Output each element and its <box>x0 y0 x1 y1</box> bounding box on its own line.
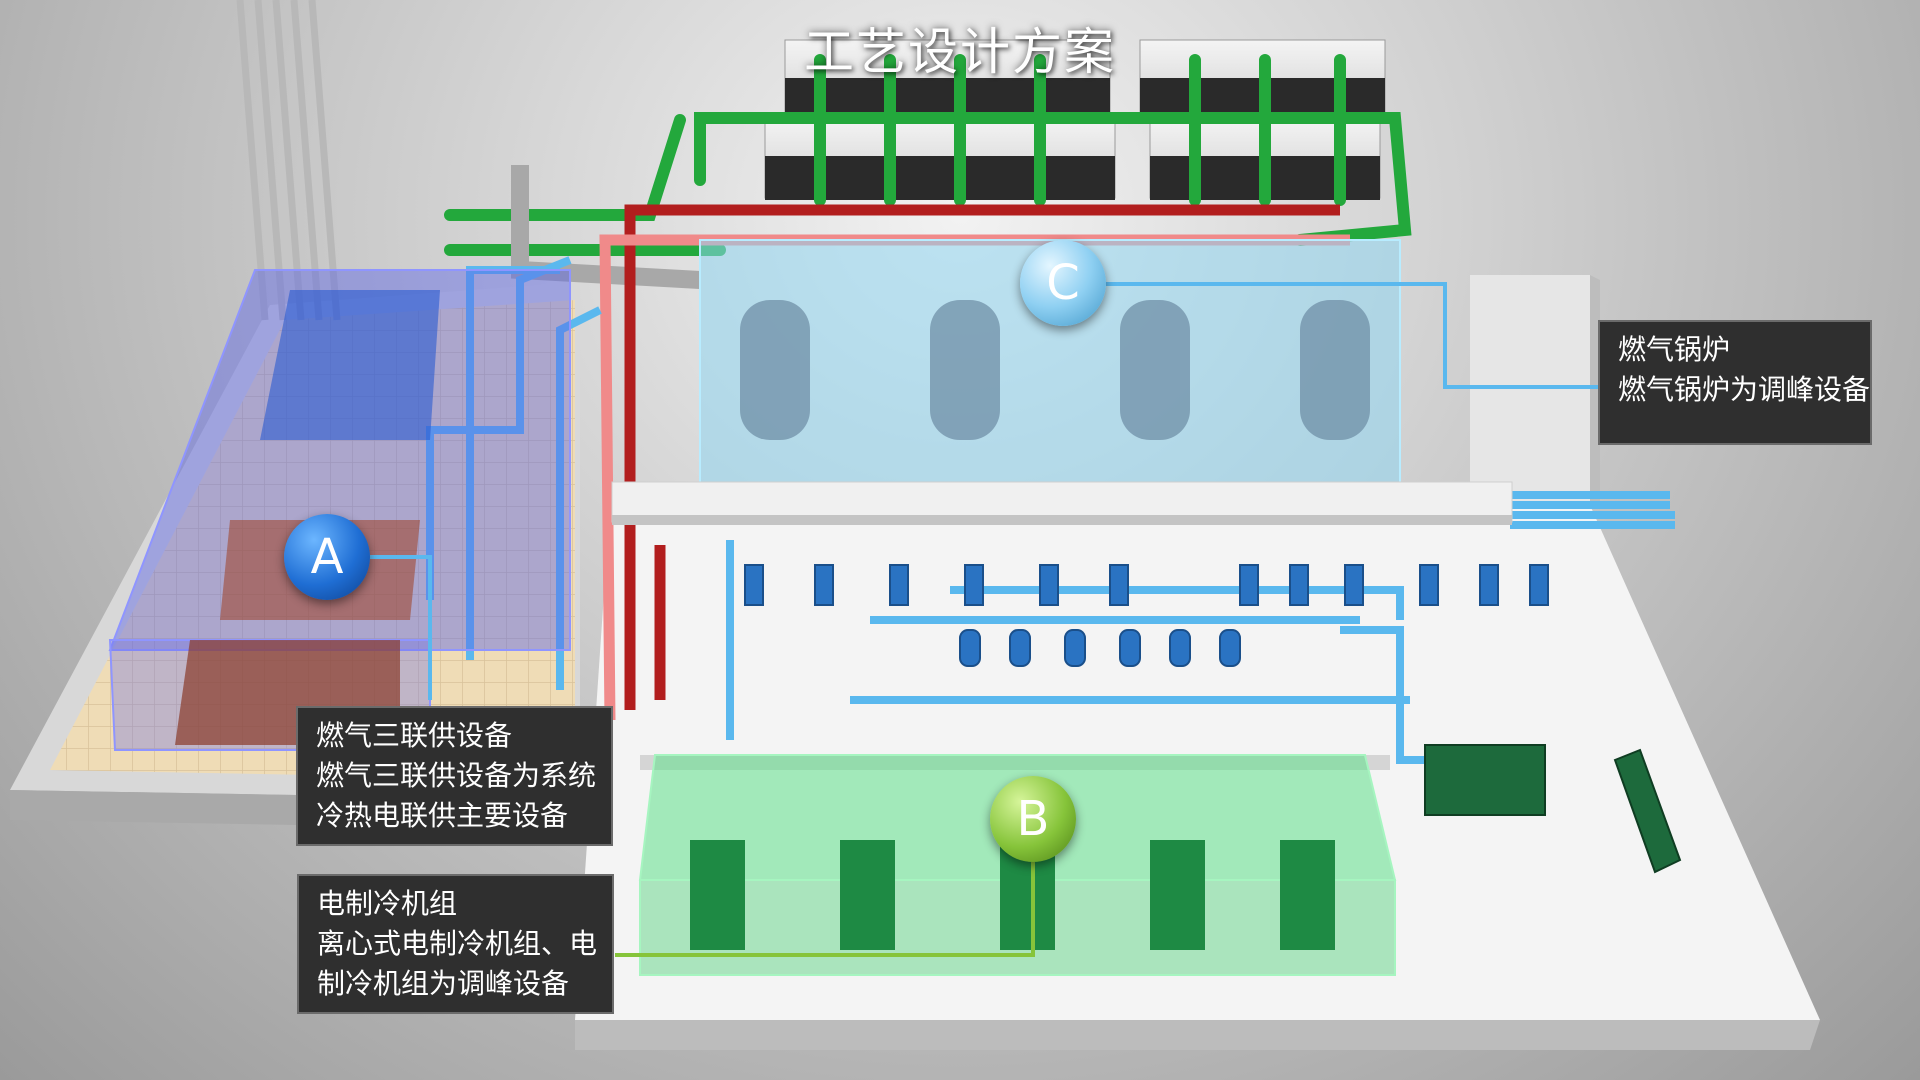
callout-cchp: 燃气三联供设备 燃气三联供设备为系统 冷热电联供主要设备 <box>296 706 613 846</box>
callout-text: 燃气锅炉为调峰设备 <box>1618 370 1852 410</box>
callout-gas-boiler: 燃气锅炉 燃气锅炉为调峰设备 <box>1598 320 1872 445</box>
callout-text: 制冷机组为调峰设备 <box>317 964 594 1004</box>
callout-title: 燃气三联供设备 <box>316 716 593 756</box>
zone-b-marker[interactable]: B <box>990 776 1076 862</box>
callout-title: 燃气锅炉 <box>1618 330 1852 370</box>
callout-electric-chiller: 电制冷机组 离心式电制冷机组、电 制冷机组为调峰设备 <box>297 874 614 1014</box>
zone-c-marker[interactable]: C <box>1020 240 1106 326</box>
callout-title: 电制冷机组 <box>317 884 594 924</box>
callout-text: 燃气三联供设备为系统 <box>316 756 593 796</box>
zone-a-marker[interactable]: A <box>284 514 370 600</box>
callout-text: 冷热电联供主要设备 <box>316 796 593 836</box>
page-title: 工艺设计方案 <box>0 12 1920 84</box>
callout-text: 离心式电制冷机组、电 <box>317 924 594 964</box>
